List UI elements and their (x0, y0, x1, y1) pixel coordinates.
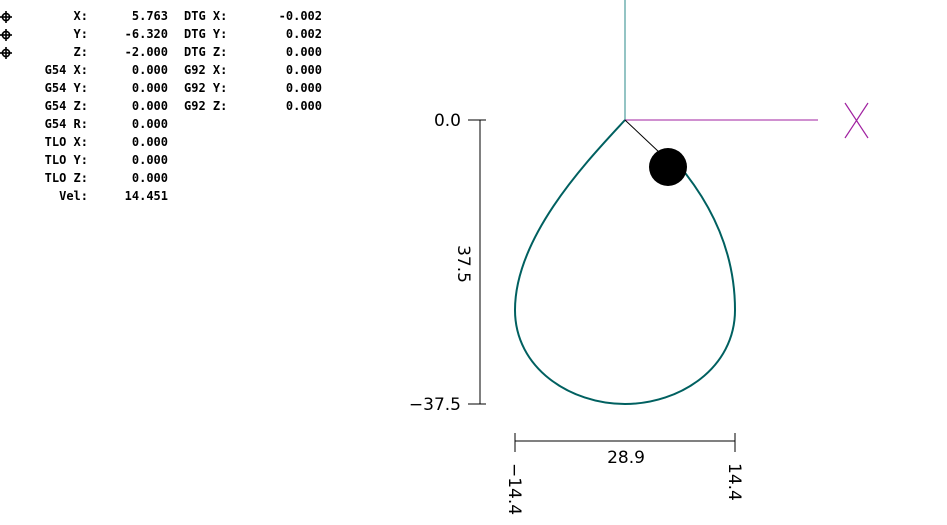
dtg-label: DTG Y: (184, 27, 228, 41)
tlo-label: TLO Z: (44, 171, 88, 185)
x-dim-left-label: −14.4 (504, 463, 524, 515)
g54-label: G54 X: (44, 63, 88, 77)
x-dimension (514, 433, 736, 452)
axis-value: -6.320 (124, 27, 168, 41)
dro-row-g54-r: G54 R: 0.000 (0, 115, 340, 133)
x-dim-span-label: 28.9 (607, 448, 645, 468)
dtg-label: DTG X: (184, 9, 228, 23)
axis-value: 5.763 (131, 9, 168, 23)
dtg-label: DTG Z: (184, 45, 228, 59)
g92-label: G92 Z: (184, 99, 228, 113)
g92-value: 0.000 (285, 81, 322, 95)
dro-row-g54-x: G54 X: 0.000 G92 X: 0.000 (0, 61, 340, 79)
dro-row-tlo-x: TLO X: 0.000 (0, 133, 340, 151)
dro-row-tlo-z: TLO Z: 0.000 (0, 169, 340, 187)
g92-label: G92 X: (184, 63, 228, 77)
axis-label: X: (73, 9, 88, 23)
g54-value: 0.000 (131, 63, 168, 77)
tlo-label: TLO Y: (44, 153, 88, 167)
y-dim-top-label: 0.0 (434, 111, 461, 131)
g54-label: G54 R: (44, 117, 88, 131)
x-dim-right-label: 14.4 (724, 463, 744, 501)
dtg-value: 0.002 (285, 27, 322, 41)
y-dimension (468, 119, 486, 405)
dro-row-g54-y: G54 Y: 0.000 G92 Y: 0.000 (0, 79, 340, 97)
dro-row-g54-z: G54 Z: 0.000 G92 Z: 0.000 (0, 97, 340, 115)
g54-label: G54 Y: (44, 81, 88, 95)
g92-value: 0.000 (285, 63, 322, 77)
y-dim-span-label: 37.5 (453, 245, 473, 283)
velocity-label: Vel: (59, 189, 88, 203)
g54-value: 0.000 (131, 117, 168, 131)
dro-row-y: Y: -6.320 DTG Y: 0.002 (0, 25, 340, 43)
g54-value: 0.000 (131, 99, 168, 113)
tlo-label: TLO X: (44, 135, 88, 149)
tlo-value: 0.000 (131, 153, 168, 167)
velocity-value: 14.451 (124, 189, 168, 203)
x-axis-icon (844, 102, 869, 139)
tool-marker-icon (649, 148, 687, 186)
dro-row-velocity: Vel: 14.451 (0, 187, 340, 205)
axis-label: Y: (73, 27, 88, 41)
dtg-value: 0.000 (285, 45, 322, 59)
y-dim-bottom-label: −37.5 (409, 395, 461, 415)
homed-crosshair-icon (0, 29, 12, 41)
g54-value: 0.000 (131, 81, 168, 95)
tool-lead-line (624, 119, 661, 154)
g92-label: G92 Y: (184, 81, 228, 95)
dro-readout: X: 5.763 DTG X: -0.002 Y: -6.320 DTG Y: … (0, 0, 340, 210)
tlo-value: 0.000 (131, 171, 168, 185)
dro-row-z: Z: -2.000 DTG Z: 0.000 (0, 43, 340, 61)
axis-value: -2.000 (124, 45, 168, 59)
dtg-value: -0.002 (278, 9, 322, 23)
axis-label: Z: (73, 45, 88, 59)
g54-label: G54 Z: (44, 99, 88, 113)
toolpath (513, 119, 737, 406)
homed-crosshair-icon (0, 47, 12, 59)
tlo-value: 0.000 (131, 135, 168, 149)
dro-row-tlo-y: TLO Y: 0.000 (0, 151, 340, 169)
dro-row-x: X: 5.763 DTG X: -0.002 (0, 7, 340, 25)
g92-value: 0.000 (285, 99, 322, 113)
homed-crosshair-icon (0, 11, 12, 23)
